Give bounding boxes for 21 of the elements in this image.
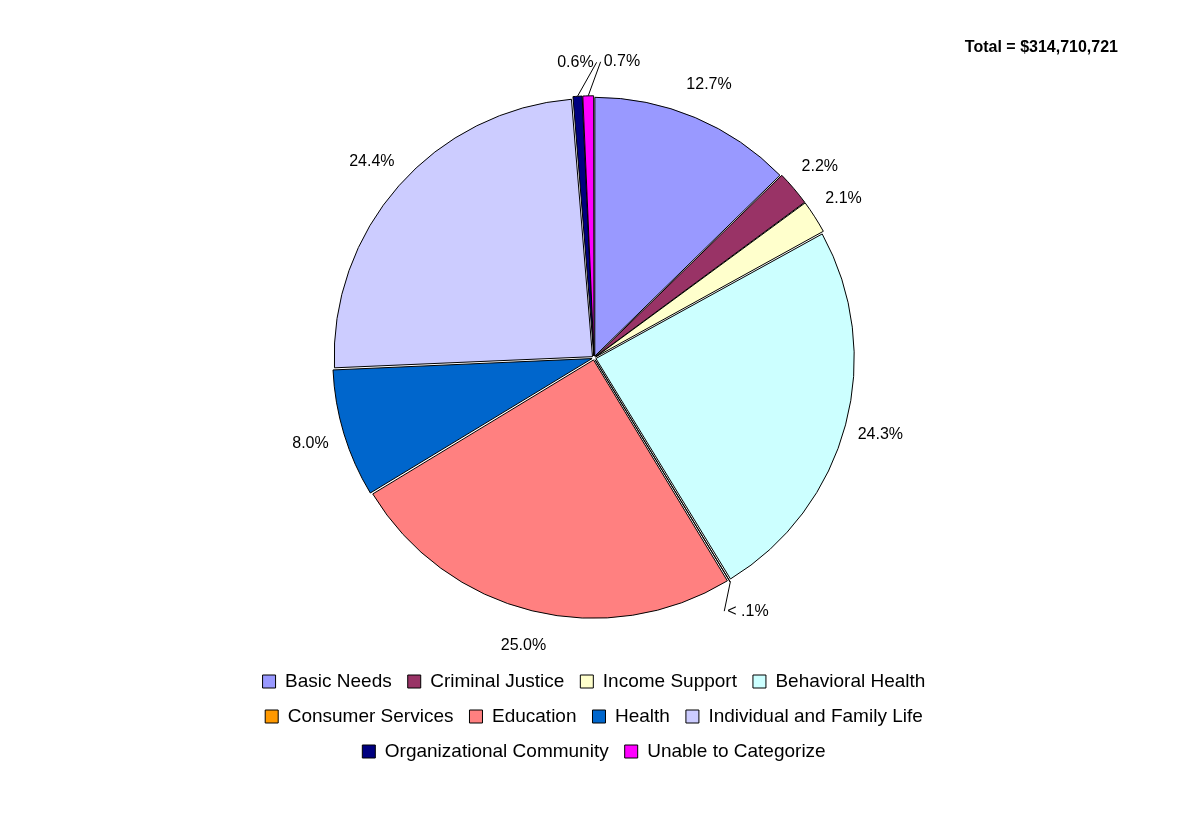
legend-label: Consumer Services <box>287 704 454 726</box>
legend-label: Behavioral Health <box>775 669 926 691</box>
text: Total = $314,710,721 <box>964 38 1119 56</box>
legend-label: Basic Needs <box>285 669 392 691</box>
data-label: 2.2% <box>801 156 839 174</box>
legend-label: Organizational Community <box>384 739 610 761</box>
data-label: 2.1% <box>825 188 862 206</box>
data-label: 0.7% <box>603 52 641 70</box>
legend-label: Individual and Family Life <box>708 704 923 726</box>
data-label: 12.7% <box>686 75 732 93</box>
legend-label: Health <box>614 704 670 726</box>
data-label: < .1% <box>727 601 769 619</box>
legend-label: Education <box>491 704 577 726</box>
legend-label: Unable to Categorize <box>647 739 826 761</box>
data-label: 24.3% <box>857 424 904 442</box>
legend-label: Income Support <box>602 669 738 691</box>
legend-label: Criminal Justice <box>430 669 565 691</box>
data-label: 24.4% <box>349 152 395 170</box>
data-label: 25.0% <box>500 636 547 654</box>
data-label: 8.0% <box>292 434 329 452</box>
data-label: 0.6% <box>557 52 594 70</box>
